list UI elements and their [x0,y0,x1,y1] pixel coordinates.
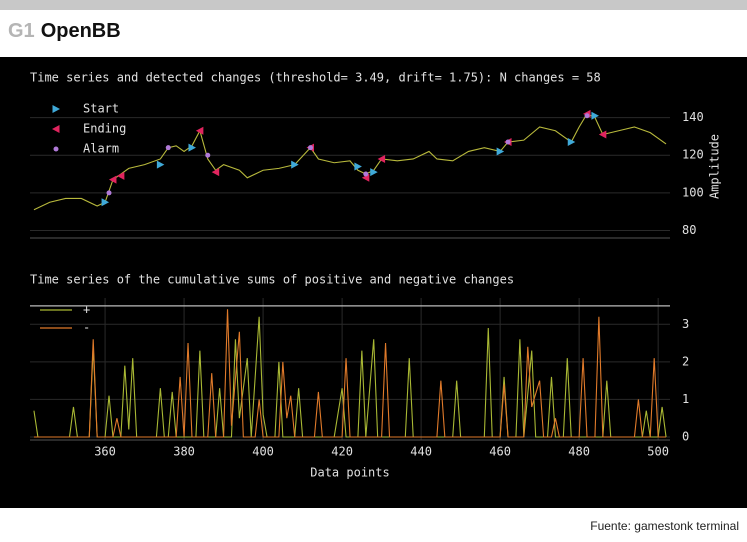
series-line [33,316,667,438]
y-tick-label: 140 [682,110,704,124]
start-marker [354,162,362,171]
y-tick-label: 0 [682,429,689,443]
start-marker [567,138,576,147]
x-tick-label: 420 [331,445,353,459]
y-tick-label: 120 [682,148,704,162]
ending-marker [108,175,117,184]
chart-panel: Time series and detected changes (thresh… [0,57,747,508]
top-bar [0,0,747,10]
chart-title: Time series of the cumulative sums of po… [30,273,514,287]
start-marker [291,160,299,169]
y-tick-label: 100 [682,185,704,199]
x-axis-label: Data points [310,466,389,480]
x-tick-label: 360 [94,445,116,459]
legend-label: + [83,303,90,317]
alarm-marker [106,190,112,196]
series-line [33,309,667,438]
alarm-marker [584,113,590,119]
header-title: OpenBB [40,20,121,42]
y-axis-label: Amplitude [708,134,722,199]
x-tick-label: 400 [252,445,274,459]
start-marker [52,105,60,113]
x-tick-label: 500 [647,445,669,459]
y-tick-label: 2 [682,354,689,368]
legend-label: Start [83,102,119,116]
y-tick-label: 1 [682,392,689,406]
start-marker [101,198,110,207]
header-code: G1 [8,20,35,42]
start-marker [156,160,165,169]
ending-marker [377,154,386,163]
y-tick-label: 80 [682,223,696,237]
legend-label: - [83,321,90,335]
legend-label: Ending [83,122,126,136]
start-marker [591,111,599,120]
alarm-marker [53,146,59,152]
x-tick-label: 380 [173,445,195,459]
legend-label: Alarm [83,142,119,156]
start-marker [370,168,378,177]
alarm-marker [165,145,171,151]
alarm-marker [205,152,211,158]
ending-marker [116,171,125,180]
ending-marker [598,130,607,139]
ending-marker [211,168,220,177]
series-line [33,113,667,211]
alarm-marker [307,145,313,151]
header: G1 OpenBB [8,20,121,43]
alarm-marker [505,139,511,145]
start-marker [496,147,505,156]
alarm-marker [363,171,369,177]
start-marker [188,143,196,152]
ending-marker [195,126,204,135]
background [0,57,747,508]
x-tick-label: 440 [410,445,432,459]
x-tick-label: 480 [568,445,590,459]
y-tick-label: 3 [682,317,689,331]
ending-marker [52,125,60,133]
footer: Fuente: gamestonk terminal [590,519,739,533]
chart-title: Time series and detected changes (thresh… [30,71,601,85]
x-tick-label: 460 [489,445,511,459]
